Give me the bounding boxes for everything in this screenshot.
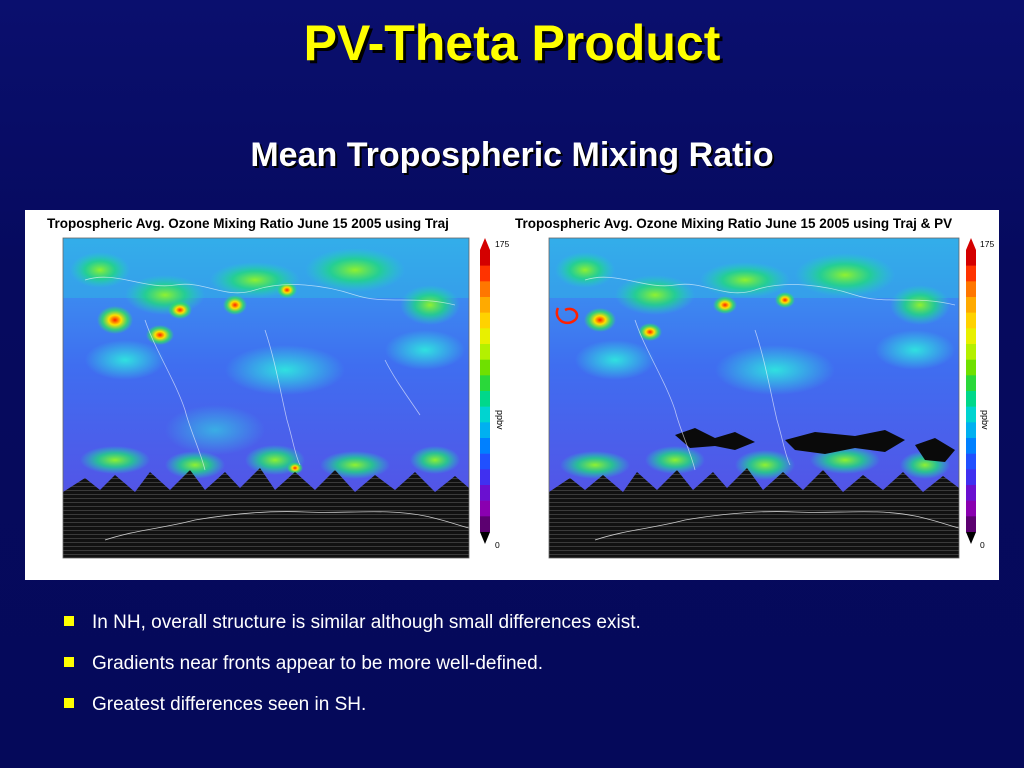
colorbar-swatch: [480, 469, 490, 486]
colorbar-left-max-label: 175: [495, 239, 509, 249]
colorbar-swatch: [966, 422, 976, 439]
colorbar-swatch: [480, 359, 490, 376]
colorbar-swatch: [480, 453, 490, 470]
colorbar-right: [966, 238, 976, 544]
bullet-item: Greatest differences seen in SH.: [62, 694, 641, 735]
colorbar-swatch: [966, 453, 976, 470]
colorbar-swatch: [480, 422, 490, 439]
colorbar-swatch: [966, 500, 976, 517]
panel-right-title: Tropospheric Avg. Ozone Mixing Ratio Jun…: [515, 216, 952, 231]
colorbar-right-min-label: 0: [980, 540, 985, 550]
colorbar-left-unit-label: ppbv: [495, 410, 505, 430]
colorbar-swatch: [480, 485, 490, 501]
bullet-square-icon: [64, 698, 74, 708]
colorbar-swatch: [480, 500, 490, 517]
colorbar-left: [480, 238, 490, 544]
colorbar-swatch: [966, 312, 976, 329]
bullet-item: In NH, overall structure is similar alth…: [62, 612, 641, 653]
colorbar-swatch: [480, 281, 490, 298]
colorbar-swatch: [966, 469, 976, 486]
colorbar-swatch: [480, 297, 490, 313]
colorbar-swatch: [480, 312, 490, 329]
colorbar-swatch: [966, 328, 976, 345]
panel-left-map: [62, 237, 470, 559]
colorbar-swatch: [966, 359, 976, 376]
colorbar-swatch: [966, 250, 976, 266]
colorbar-swatch: [480, 328, 490, 345]
colorbar-bottom-arrow: [480, 532, 490, 544]
colorbar-swatch: [966, 375, 976, 392]
colorbar-top-arrow: [480, 238, 490, 250]
colorbar-swatch: [480, 250, 490, 266]
colorbar-swatch: [480, 438, 490, 454]
colorbar-left-min-label: 0: [495, 540, 500, 550]
colorbar-swatch: [966, 485, 976, 501]
colorbar-swatch: [966, 406, 976, 423]
colorbar-swatch: [480, 406, 490, 423]
bullet-item: Gradients near fronts appear to be more …: [62, 653, 641, 694]
ozone-maps-figure: Tropospheric Avg. Ozone Mixing Ratio Jun…: [25, 210, 999, 580]
panel-right-map: [548, 237, 960, 559]
bullet-text: Gradients near fronts appear to be more …: [92, 653, 543, 674]
colorbar-swatch: [966, 297, 976, 313]
colorbar-swatch: [966, 391, 976, 407]
colorbar-right-max-label: 175: [980, 239, 994, 249]
bullet-list: In NH, overall structure is similar alth…: [62, 612, 641, 735]
bullet-text: Greatest differences seen in SH.: [92, 694, 367, 715]
ozone-maps-svg: Tropospheric Avg. Ozone Mixing Ratio Jun…: [47, 216, 994, 559]
colorbar-swatch: [480, 375, 490, 392]
panel-left-title: Tropospheric Avg. Ozone Mixing Ratio Jun…: [47, 216, 449, 231]
slide-title: PV-Theta Product: [303, 15, 721, 71]
colorbar-right-unit-label: ppbv: [980, 410, 990, 430]
colorbar-swatch: [480, 265, 490, 282]
colorbar-bottom-arrow: [966, 532, 976, 544]
bullet-text: In NH, overall structure is similar alth…: [92, 612, 641, 633]
colorbar-swatch: [966, 344, 976, 360]
colorbar-swatch: [480, 516, 490, 533]
colorbar-swatch: [966, 265, 976, 282]
bullet-square-icon: [64, 616, 74, 626]
colorbar-swatch: [966, 516, 976, 533]
colorbar-swatch: [966, 281, 976, 298]
colorbar-swatch: [480, 344, 490, 360]
colorbar-swatch: [480, 391, 490, 407]
colorbar-top-arrow: [966, 238, 976, 250]
colorbar-swatch: [966, 438, 976, 454]
bullet-square-icon: [64, 657, 74, 667]
slide-subtitle: Mean Tropospheric Mixing Ratio: [250, 136, 774, 174]
